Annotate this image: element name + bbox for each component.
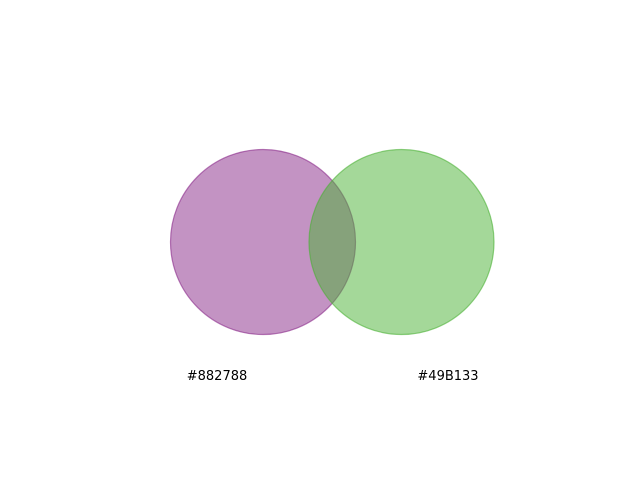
set-b-label: #49B133 [417, 369, 479, 384]
set-a-label: #882788 [186, 369, 248, 384]
set-b-circle [308, 148, 495, 336]
